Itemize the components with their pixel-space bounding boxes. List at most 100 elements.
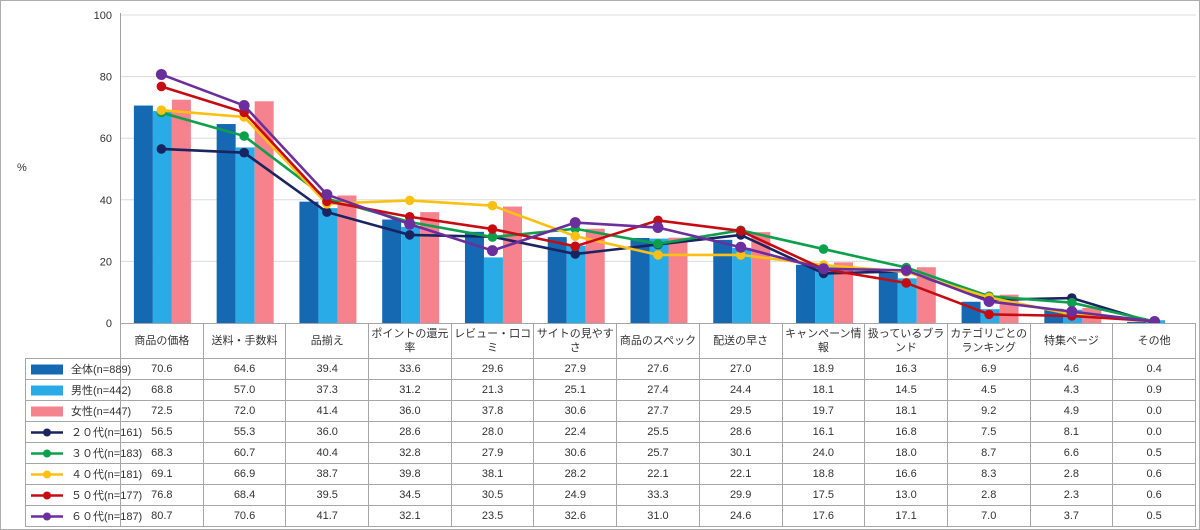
column-header: ポイントの還元率 [368, 323, 452, 359]
bar [464, 231, 484, 323]
swatch-dot [43, 491, 51, 499]
table-cell: 0.6 [1112, 463, 1196, 485]
table-cell: 13.0 [864, 484, 948, 506]
table-cell: 16.8 [864, 421, 948, 443]
data-point [156, 105, 167, 115]
bar [668, 237, 688, 323]
data-point [487, 200, 498, 211]
legend-item: ２０代(n=161) [25, 421, 142, 443]
data-point [570, 249, 581, 259]
table-cell: 0.5 [1112, 442, 1196, 464]
column-header: キャンペーン情報 [781, 323, 866, 359]
table-cell: 33.3 [616, 484, 700, 506]
bar-swatch-icon [31, 406, 63, 416]
table-cell: 27.6 [616, 358, 700, 380]
y-tick-label: 20 [100, 256, 112, 268]
y-axis-unit-label: % [17, 162, 27, 174]
data-point [404, 211, 415, 222]
legend-label: 男性(n=442) [71, 385, 132, 397]
legend-item: ３０代(n=183) [25, 442, 142, 464]
bar [382, 219, 402, 323]
table-cell: 21.3 [450, 379, 535, 401]
table-row: ２０代(n=161) 56.5 55.3 36.0 28.6 28.0 22.4 25.5 28… [25, 421, 1196, 443]
bar [171, 99, 191, 323]
bar [796, 264, 816, 323]
bar [152, 111, 172, 323]
data-point [570, 241, 581, 252]
table-cell: 33.6 [368, 358, 452, 380]
bar [1127, 321, 1147, 323]
table-cell: 30.1 [698, 442, 783, 464]
line-swatch-icon [31, 449, 63, 457]
table-cell: 8.1 [1029, 421, 1114, 443]
table-cell: 36.0 [285, 421, 370, 443]
column-header: カテゴリごとのランキング [946, 323, 1031, 359]
table-cell: 30.5 [450, 484, 535, 506]
bar [834, 262, 854, 323]
legend-item: ４０代(n=181) [25, 463, 142, 485]
table-cell: 18.0 [864, 442, 948, 464]
table-cell: 70.6 [202, 505, 287, 527]
swatch-rect [31, 364, 63, 374]
column-header: 商品のスペック [616, 323, 700, 359]
table-cell: 37.3 [285, 379, 370, 401]
legend-label: ３０代(n=183) [71, 448, 143, 460]
table-cell: 68.3 [120, 442, 204, 464]
table-cell: 68.4 [202, 484, 287, 506]
table-cell: 24.9 [533, 484, 618, 506]
data-point [735, 241, 747, 253]
data-point [984, 309, 994, 320]
table-row: 全体(n=889) 70.6 64.6 39.4 33.6 29.6 27.9 27.6 27.… [25, 358, 1196, 380]
y-tick-label: 100 [94, 10, 112, 22]
swatch-dot [43, 470, 51, 478]
table-cell: 19.7 [781, 400, 866, 422]
legend-item: ５０代(n=177) [25, 484, 142, 506]
table-row: ４０代(n=181) 69.1 66.9 38.7 39.8 38.1 28.2 22.1 22… [25, 463, 1196, 485]
bar-swatch-icon [31, 385, 63, 395]
table-cell: 29.9 [698, 484, 783, 506]
table-cell: 27.7 [616, 400, 700, 422]
bar [502, 206, 522, 323]
data-point [404, 230, 415, 240]
table-cell: 17.1 [864, 505, 948, 527]
data-point [735, 250, 746, 260]
table-cell: 66.9 [202, 463, 287, 485]
table-cell: 28.0 [450, 421, 535, 443]
table-row: ３０代(n=183) 68.3 60.7 40.4 32.8 27.9 30.6 25.7 30… [25, 442, 1196, 464]
table-cell: 23.5 [450, 505, 535, 527]
bar [337, 195, 357, 323]
bar [878, 272, 898, 323]
chart-data-table: 商品の価格 送料・手数料 品揃え ポイントの還元率 レビュー・口コミ サイトの見やすさ 商品… [25, 323, 1196, 527]
table-cell: 16.1 [781, 421, 866, 443]
table-cell: 6.9 [946, 358, 1031, 380]
legend-item: 全体(n=889) [25, 358, 131, 380]
table-cell: 18.1 [781, 379, 866, 401]
table-cell: 8.7 [946, 442, 1031, 464]
data-point [570, 231, 581, 241]
data-point [818, 263, 830, 275]
table-corner-cell [26, 324, 121, 359]
data-point [238, 100, 250, 112]
data-point [1066, 306, 1078, 318]
bar [649, 238, 669, 323]
table-cell: 22.1 [616, 463, 700, 485]
column-header: 品揃え [285, 323, 370, 359]
table-cell: 32.6 [533, 505, 618, 527]
table-cell: 24.6 [698, 505, 783, 527]
table-cell: 2.8 [1029, 463, 1114, 485]
table-cell: 64.6 [202, 358, 287, 380]
table-cell: 40.4 [285, 442, 370, 464]
table-cell: 32.8 [368, 442, 452, 464]
table-cell: 28.6 [698, 421, 783, 443]
table-cell: 25.5 [616, 421, 700, 443]
bar [566, 245, 586, 323]
table-cell: 25.7 [616, 442, 700, 464]
table-cell: 80.7 [120, 505, 204, 527]
table-cell: 9.2 [946, 400, 1031, 422]
table-cell: 4.5 [946, 379, 1031, 401]
column-header: サイトの見やすさ [533, 323, 618, 359]
legend-item: 男性(n=442) [25, 379, 131, 401]
y-tick-label: 40 [100, 195, 112, 207]
legend-item: 女性(n=447) [25, 400, 131, 422]
